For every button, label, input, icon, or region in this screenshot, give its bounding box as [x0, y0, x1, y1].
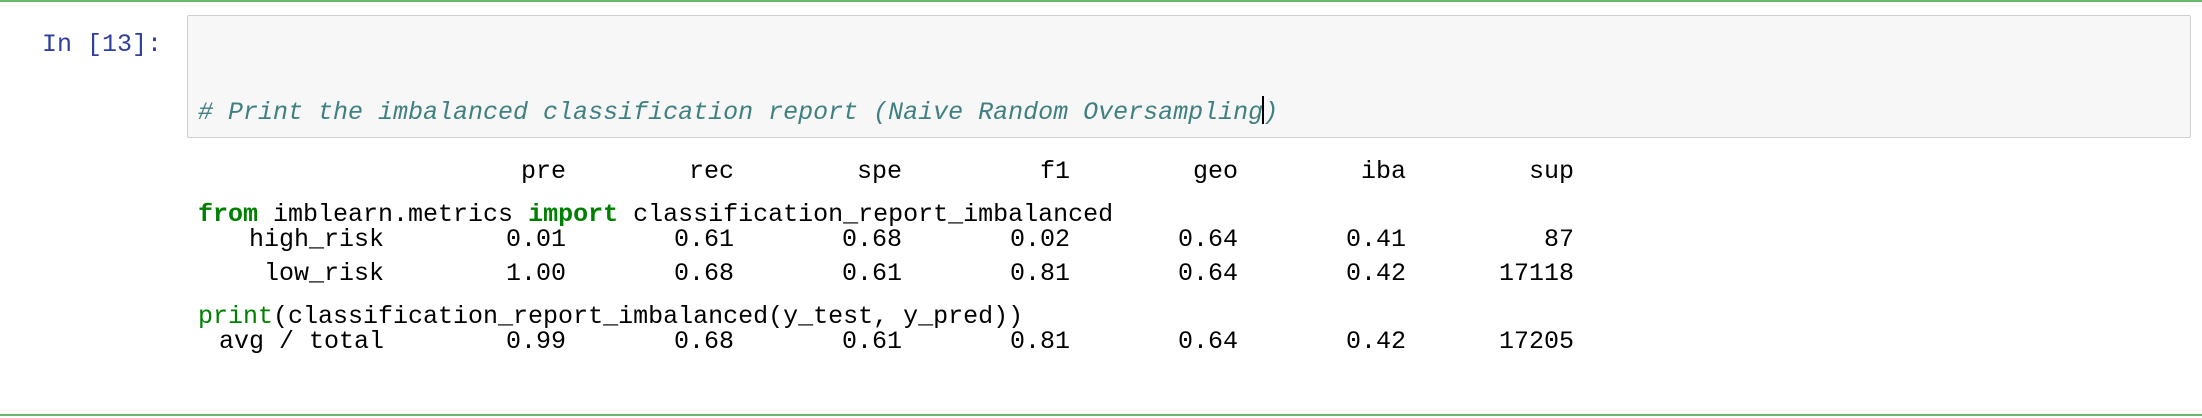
- header-sup: sup: [1528, 157, 1574, 186]
- module-name: imblearn.metrics: [258, 200, 529, 229]
- input-prompt: In [13]:: [42, 30, 163, 59]
- classification-report: pre rec spe f1 geo iba sup high_risk 0.0…: [198, 155, 1574, 359]
- report-row-low-risk: low_risk 1.00 0.68 0.61 0.81 0.64 0.42 1…: [198, 257, 1574, 291]
- cell-value: 0.42: [1345, 259, 1406, 288]
- header-rec: rec: [688, 157, 734, 186]
- report-header-row: pre rec spe f1 geo iba sup: [198, 155, 1574, 189]
- header-label-blank: [198, 155, 384, 189]
- code-line-3: print(classification_report_imbalanced(y…: [198, 300, 1278, 334]
- row-label: avg / total: [218, 327, 384, 356]
- cell-value: 0.99: [505, 327, 566, 356]
- comment-text: # Print the imbalanced classification re…: [198, 96, 1279, 127]
- cell-value: 0.42: [1345, 327, 1406, 356]
- cell-value: 87: [1543, 225, 1574, 254]
- imported-name: classification_report_imbalanced: [618, 200, 1114, 229]
- cell-border-top: [0, 0, 2202, 2]
- cell-value: 0.68: [841, 225, 902, 254]
- cell-value: 0.61: [841, 327, 902, 356]
- cell-value: 0.02: [1009, 225, 1070, 254]
- header-spe: spe: [856, 157, 902, 186]
- cell-value: 17118: [1498, 259, 1574, 288]
- code-text[interactable]: # Print the imbalanced classification re…: [198, 28, 1278, 402]
- header-pre: pre: [520, 157, 566, 186]
- cell-output: pre rec spe f1 geo iba sup high_risk 0.0…: [198, 155, 1574, 359]
- cell-value: 1.00: [505, 259, 566, 288]
- code-line-2: from imblearn.metrics import classificat…: [198, 198, 1278, 232]
- row-label: low_risk: [263, 259, 384, 288]
- report-row-total: avg / total 0.99 0.68 0.61 0.81 0.64 0.4…: [198, 325, 1574, 359]
- cell-border-bottom: [0, 414, 2202, 416]
- blank-row: [198, 291, 1574, 325]
- comment-part: (Naive Random Oversampling: [873, 98, 1264, 127]
- code-line-1: # Print the imbalanced classification re…: [198, 96, 1278, 130]
- header-f1: f1: [1039, 157, 1070, 186]
- cell-value: 0.64: [1177, 225, 1238, 254]
- cell-value: 17205: [1498, 327, 1574, 356]
- cell-value: 0.01: [505, 225, 566, 254]
- header-geo: geo: [1192, 157, 1238, 186]
- comment-part: # Print the imbalanced classification re…: [198, 98, 874, 127]
- call-args: (classification_report_imbalanced(y_test…: [273, 302, 1024, 331]
- cell-value: 0.68: [673, 327, 734, 356]
- cell-value: 0.81: [1009, 327, 1070, 356]
- text-cursor: [1262, 96, 1265, 124]
- header-iba: iba: [1360, 157, 1406, 186]
- cell-value: 0.61: [673, 225, 734, 254]
- cell-value: 0.64: [1177, 327, 1238, 356]
- cell-value: 0.64: [1177, 259, 1238, 288]
- code-editor[interactable]: # Print the imbalanced classification re…: [187, 15, 2191, 331]
- cell-value: 0.41: [1345, 225, 1406, 254]
- builtin-print: print: [198, 302, 274, 331]
- cell-value: 0.61: [841, 259, 902, 288]
- cell-value: 0.68: [673, 259, 734, 288]
- comment-part: ): [1263, 98, 1279, 127]
- keyword-from: from: [198, 200, 259, 229]
- blank-row: [198, 189, 1574, 223]
- keyword-import: import: [528, 200, 619, 229]
- row-label: high_risk: [248, 225, 384, 254]
- cell-value: 0.81: [1009, 259, 1070, 288]
- report-row-high-risk: high_risk 0.01 0.61 0.68 0.02 0.64 0.41 …: [198, 223, 1574, 257]
